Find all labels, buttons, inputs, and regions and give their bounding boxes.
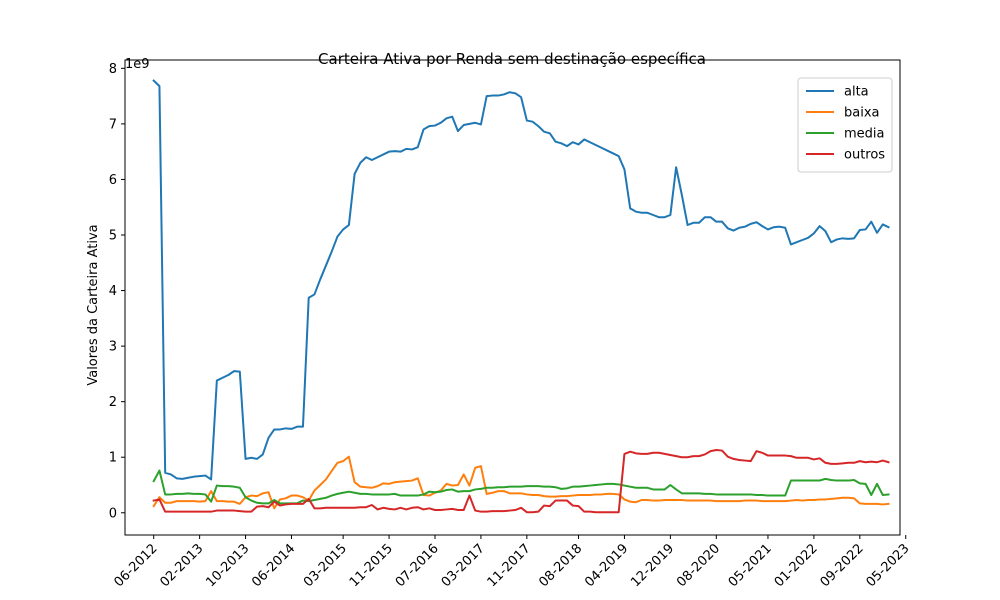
legend-label-baixa: baixa [844,106,880,121]
y-tick-label: 5 [109,229,117,244]
series-line-media [152,469,890,505]
legend-label-outros: outros [844,148,885,163]
legend: alta baixa media outros [797,77,893,173]
plot-frame [124,59,901,536]
y-tick-label: 2 [109,395,117,410]
series-line-baixa [152,455,890,510]
legend-label-alta: alta [844,85,869,100]
y-tick-label: 7 [109,117,117,132]
y-tick-label: 4 [109,284,117,299]
y-tick-label: 6 [109,173,117,188]
legend-label-media: media [844,127,885,142]
series-layer [152,79,890,514]
y-axis-label: Valores da Carteira Ativa [86,224,101,385]
y-tick-label: 0 [109,506,117,521]
series-line-outros [152,449,890,514]
y-tick-label: 1 [109,451,117,466]
series-line-alta [152,79,890,481]
y-axis-scale-label: 1e9 [125,57,150,72]
y-tick-label: 3 [109,340,117,355]
legend-box [797,77,893,173]
chart-title: Carteira Ativa por Renda sem destinação … [318,50,706,68]
y-tick-label: 8 [109,62,117,77]
